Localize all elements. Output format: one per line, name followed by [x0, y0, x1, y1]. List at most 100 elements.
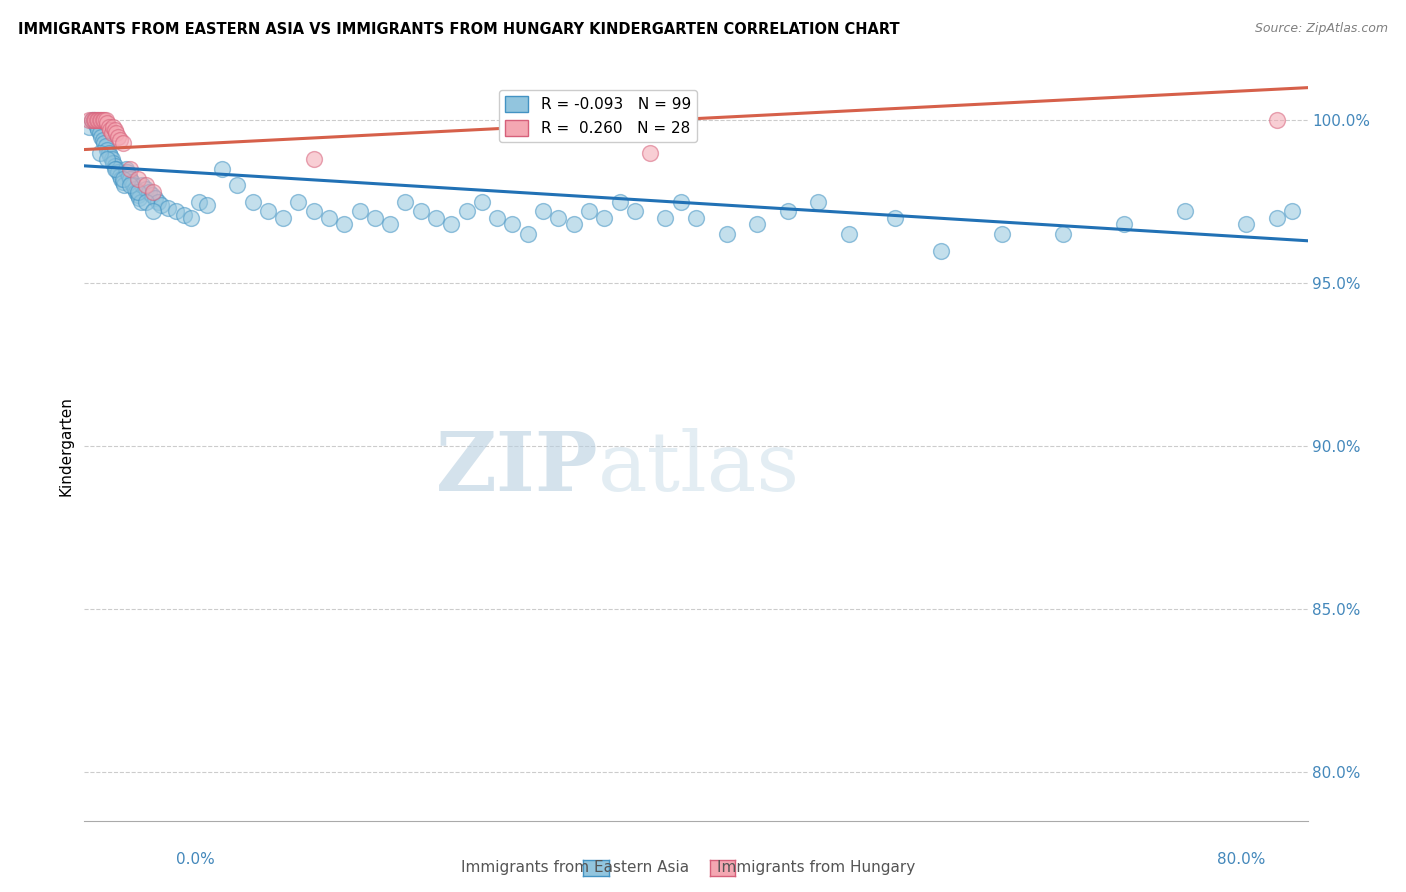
- Point: [394, 194, 416, 209]
- Point: [104, 159, 127, 173]
- Point: [125, 185, 148, 199]
- Point: [87, 113, 110, 128]
- Point: [83, 113, 105, 128]
- Point: [89, 126, 111, 140]
- Point: [89, 113, 111, 128]
- Point: [97, 120, 120, 134]
- Point: [991, 227, 1014, 242]
- Point: [143, 191, 166, 205]
- Point: [96, 153, 118, 167]
- Point: [838, 227, 860, 242]
- Point: [685, 211, 707, 225]
- Point: [105, 162, 128, 177]
- Point: [91, 133, 114, 147]
- Point: [110, 172, 132, 186]
- Point: [242, 194, 264, 209]
- Point: [138, 185, 160, 199]
- Point: [120, 178, 142, 193]
- Point: [624, 204, 647, 219]
- Point: [108, 169, 131, 183]
- Point: [142, 204, 165, 219]
- Point: [101, 126, 124, 140]
- Point: [87, 123, 110, 137]
- Point: [1052, 227, 1074, 242]
- Point: [77, 120, 100, 134]
- Point: [929, 244, 952, 258]
- Point: [122, 178, 145, 193]
- Point: [111, 172, 134, 186]
- Point: [1114, 218, 1136, 232]
- Text: 80.0%: 80.0%: [1218, 852, 1265, 867]
- Point: [104, 162, 127, 177]
- Point: [91, 113, 114, 128]
- Point: [84, 113, 107, 128]
- Point: [90, 113, 112, 128]
- Point: [364, 211, 387, 225]
- Point: [94, 139, 117, 153]
- Point: [157, 201, 180, 215]
- Point: [226, 178, 249, 193]
- Point: [127, 188, 149, 202]
- Point: [127, 172, 149, 186]
- Point: [502, 218, 524, 232]
- Point: [77, 113, 100, 128]
- Point: [440, 218, 463, 232]
- Point: [86, 113, 108, 128]
- Point: [471, 194, 494, 209]
- Point: [318, 211, 340, 225]
- Point: [103, 120, 125, 134]
- Point: [302, 153, 325, 167]
- Point: [96, 143, 118, 157]
- Point: [883, 211, 905, 225]
- Point: [1265, 113, 1288, 128]
- Point: [409, 204, 432, 219]
- Point: [101, 153, 124, 167]
- Point: [96, 116, 118, 130]
- Point: [188, 194, 211, 209]
- Y-axis label: Kindergarten: Kindergarten: [58, 396, 73, 496]
- Point: [118, 169, 141, 183]
- Point: [107, 165, 129, 179]
- Point: [93, 136, 115, 150]
- Point: [425, 211, 447, 225]
- Point: [1265, 211, 1288, 225]
- Point: [93, 113, 115, 128]
- Point: [807, 194, 830, 209]
- Point: [654, 211, 676, 225]
- Point: [105, 126, 128, 140]
- Point: [349, 204, 371, 219]
- Point: [211, 162, 233, 177]
- Point: [1236, 218, 1258, 232]
- Point: [107, 129, 129, 144]
- Point: [80, 113, 103, 128]
- Point: [98, 123, 121, 137]
- Point: [103, 155, 125, 169]
- Point: [1281, 204, 1303, 219]
- Point: [135, 194, 157, 209]
- Point: [516, 227, 538, 242]
- Text: IMMIGRANTS FROM EASTERN ASIA VS IMMIGRANTS FROM HUNGARY KINDERGARTEN CORRELATION: IMMIGRANTS FROM EASTERN ASIA VS IMMIGRAN…: [18, 22, 900, 37]
- Point: [257, 204, 280, 219]
- Point: [638, 145, 661, 160]
- Point: [90, 129, 112, 144]
- Point: [114, 162, 136, 177]
- Point: [80, 113, 103, 128]
- Text: ZIP: ZIP: [436, 428, 598, 508]
- Point: [108, 133, 131, 147]
- Point: [747, 218, 769, 232]
- Point: [578, 204, 600, 219]
- Point: [593, 211, 616, 225]
- Point: [716, 227, 738, 242]
- Text: Immigrants from Eastern Asia: Immigrants from Eastern Asia: [461, 860, 689, 874]
- Point: [380, 218, 402, 232]
- Point: [146, 194, 169, 209]
- Point: [104, 123, 127, 137]
- Text: atlas: atlas: [598, 428, 800, 508]
- Point: [142, 185, 165, 199]
- Point: [129, 194, 152, 209]
- Point: [86, 120, 108, 134]
- Point: [120, 172, 142, 186]
- Point: [94, 113, 117, 128]
- Point: [302, 204, 325, 219]
- Point: [131, 178, 153, 193]
